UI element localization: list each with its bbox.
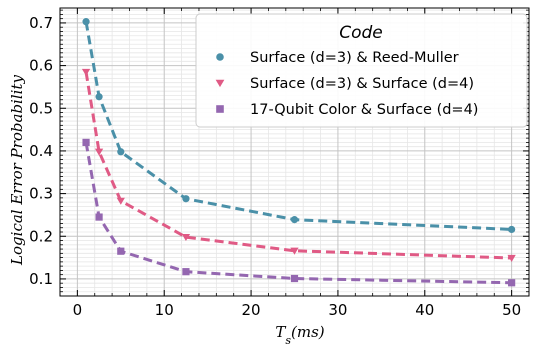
x-tick-label: 50 bbox=[502, 301, 521, 319]
ticks bbox=[59, 8, 530, 296]
series-2-point bbox=[507, 254, 516, 262]
series-3-line bbox=[84, 142, 512, 285]
legend-entries: Surface (d=3) & Reed-Muller Surface (d=3)… bbox=[215, 50, 478, 118]
series-2-point bbox=[290, 247, 299, 255]
series-3 bbox=[82, 138, 516, 287]
series-2-point bbox=[94, 148, 104, 156]
x-tick-label: 0 bbox=[73, 301, 83, 319]
y-tick-label: 0.3 bbox=[29, 185, 53, 203]
series-3-point bbox=[508, 279, 516, 287]
series-1-line bbox=[84, 21, 512, 231]
legend-label-1: Surface (d=3) & Reed-Muller bbox=[250, 50, 459, 66]
legend-marker-3 bbox=[216, 105, 224, 113]
x-tick-label: 30 bbox=[328, 301, 347, 319]
legend-box bbox=[195, 13, 528, 128]
series-3-point bbox=[117, 247, 125, 255]
series-2-point bbox=[181, 234, 191, 242]
legend-title: Code bbox=[339, 23, 383, 43]
series-1-point bbox=[290, 216, 299, 224]
series-1-point bbox=[82, 18, 90, 26]
series-1-point bbox=[182, 195, 190, 203]
series-2-point bbox=[116, 197, 125, 205]
series-2 bbox=[81, 68, 516, 262]
y-tick-label: 0.1 bbox=[29, 270, 53, 288]
series-3-point bbox=[290, 274, 299, 283]
series-3-point bbox=[95, 213, 103, 221]
series-2-line bbox=[84, 71, 512, 260]
x-tick-label: 40 bbox=[415, 301, 434, 319]
x-tick-label: 20 bbox=[242, 301, 261, 319]
series-1-point bbox=[508, 225, 516, 234]
legend-label-3: 17-Qubit Color & Surface (d=4) bbox=[250, 102, 478, 118]
legend-label-2: Surface (d=3) & Surface (d=4) bbox=[250, 76, 474, 92]
series-2-point bbox=[81, 68, 91, 76]
y-tick-label: 0.6 bbox=[29, 57, 53, 75]
series-1-point bbox=[95, 93, 103, 101]
series-layer bbox=[81, 18, 516, 287]
x-axis-title: Ts(ms) bbox=[275, 323, 324, 346]
tick-labels: 0 10 20 30 40 50 0.1 0.2 0.3 0.4 0.5 0.6 0.7 bbox=[29, 14, 521, 319]
legend: Code Surface (d=3) & Reed-MullerSurface … bbox=[195, 13, 528, 128]
plot-frame bbox=[59, 7, 530, 297]
legend-marker-2 bbox=[215, 79, 225, 88]
y-tick-label: 0.7 bbox=[29, 14, 53, 32]
series-1 bbox=[82, 18, 516, 234]
legend-marker-1 bbox=[216, 53, 224, 61]
series-3-point bbox=[182, 268, 190, 276]
y-tick-label: 0.4 bbox=[29, 142, 53, 160]
y-axis-title: Logical Error Probability bbox=[8, 75, 26, 266]
x-tick-label: 10 bbox=[155, 301, 174, 319]
series-1-point bbox=[117, 148, 125, 156]
y-tick-label: 0.5 bbox=[29, 99, 53, 117]
y-tick-label: 0.2 bbox=[29, 227, 53, 245]
series-3-point bbox=[82, 138, 90, 146]
